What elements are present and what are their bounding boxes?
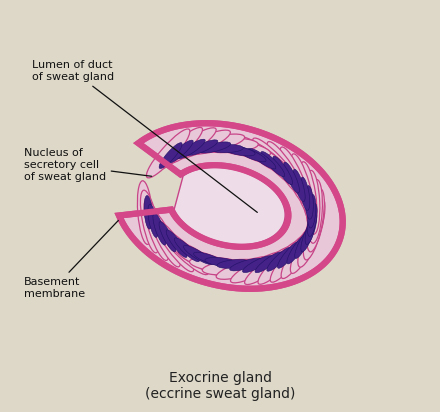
- Ellipse shape: [162, 128, 216, 165]
- Ellipse shape: [154, 220, 194, 272]
- Ellipse shape: [300, 162, 317, 225]
- Ellipse shape: [305, 186, 313, 219]
- Ellipse shape: [267, 142, 304, 196]
- Ellipse shape: [216, 256, 278, 279]
- Ellipse shape: [238, 136, 290, 176]
- Ellipse shape: [258, 239, 305, 284]
- Ellipse shape: [159, 222, 176, 252]
- Ellipse shape: [291, 154, 313, 215]
- Ellipse shape: [194, 138, 258, 152]
- Ellipse shape: [303, 198, 325, 260]
- Ellipse shape: [230, 258, 262, 271]
- Ellipse shape: [161, 229, 209, 275]
- Ellipse shape: [253, 138, 298, 185]
- Ellipse shape: [307, 189, 324, 252]
- Ellipse shape: [205, 258, 238, 267]
- Ellipse shape: [198, 142, 231, 153]
- Ellipse shape: [159, 143, 182, 169]
- Ellipse shape: [148, 204, 158, 237]
- Ellipse shape: [194, 252, 226, 266]
- Ellipse shape: [235, 147, 266, 162]
- Ellipse shape: [178, 250, 239, 275]
- Ellipse shape: [308, 194, 316, 228]
- Ellipse shape: [281, 224, 318, 279]
- Ellipse shape: [300, 177, 310, 211]
- Ellipse shape: [147, 129, 190, 178]
- Ellipse shape: [298, 207, 324, 267]
- Ellipse shape: [137, 181, 153, 244]
- Polygon shape: [174, 167, 285, 245]
- Ellipse shape: [273, 156, 293, 185]
- Ellipse shape: [248, 148, 276, 169]
- Ellipse shape: [290, 216, 322, 274]
- Ellipse shape: [261, 152, 285, 177]
- Ellipse shape: [245, 245, 297, 285]
- Ellipse shape: [166, 230, 187, 258]
- Text: Exocrine gland
(eccrine sweat gland): Exocrine gland (eccrine sweat gland): [145, 371, 295, 401]
- Ellipse shape: [255, 252, 283, 273]
- Ellipse shape: [209, 145, 243, 153]
- Text: Nucleus of
secretory cell
of sweat gland: Nucleus of secretory cell of sweat gland: [24, 148, 152, 182]
- Ellipse shape: [217, 260, 250, 268]
- Ellipse shape: [153, 213, 166, 245]
- Ellipse shape: [293, 169, 305, 201]
- Ellipse shape: [183, 246, 213, 265]
- Ellipse shape: [190, 257, 253, 274]
- Ellipse shape: [174, 238, 199, 262]
- Ellipse shape: [169, 240, 224, 276]
- Ellipse shape: [202, 259, 266, 275]
- Ellipse shape: [287, 235, 306, 264]
- Ellipse shape: [280, 147, 309, 206]
- Ellipse shape: [278, 241, 300, 268]
- Ellipse shape: [154, 127, 202, 171]
- Ellipse shape: [222, 146, 255, 156]
- Ellipse shape: [231, 251, 288, 283]
- Ellipse shape: [144, 200, 169, 260]
- Ellipse shape: [267, 247, 292, 271]
- Ellipse shape: [305, 212, 317, 244]
- Text: Lumen of duct
of sweat gland: Lumen of duct of sweat gland: [32, 60, 257, 213]
- Ellipse shape: [295, 228, 312, 258]
- Ellipse shape: [308, 203, 317, 236]
- Ellipse shape: [149, 210, 180, 267]
- Ellipse shape: [177, 139, 205, 159]
- Ellipse shape: [144, 196, 153, 229]
- Text: Basement
membrane: Basement membrane: [24, 220, 118, 299]
- Ellipse shape: [167, 140, 193, 163]
- Ellipse shape: [140, 190, 159, 253]
- Ellipse shape: [172, 130, 231, 159]
- Ellipse shape: [284, 162, 299, 193]
- Ellipse shape: [301, 220, 315, 252]
- Ellipse shape: [208, 138, 271, 157]
- Ellipse shape: [305, 171, 320, 234]
- Ellipse shape: [222, 137, 281, 166]
- Ellipse shape: [242, 256, 273, 272]
- Ellipse shape: [183, 134, 245, 154]
- Ellipse shape: [187, 140, 218, 155]
- Ellipse shape: [270, 232, 312, 282]
- Polygon shape: [119, 123, 343, 289]
- Ellipse shape: [308, 180, 323, 243]
